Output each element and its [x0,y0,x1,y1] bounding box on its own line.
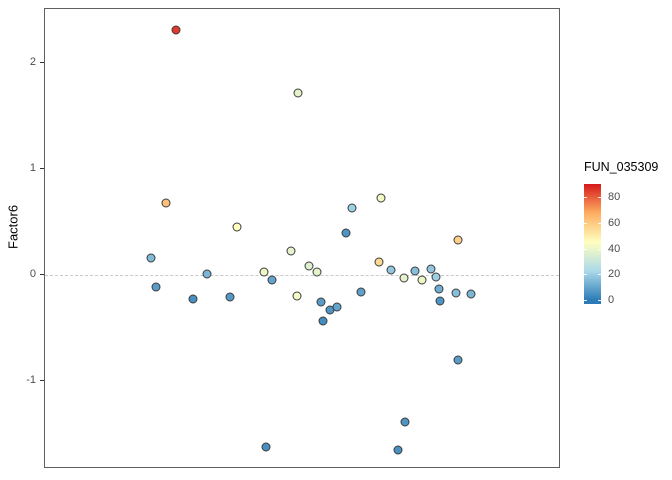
legend-tick-label: 60 [608,216,621,229]
data-point [451,288,461,298]
data-point [426,264,435,274]
data-point [466,289,476,299]
data-point [232,222,242,232]
legend-tick-mark [584,274,587,276]
legend-title: FUN_035309 [584,160,659,174]
data-point [341,228,351,238]
data-point [435,296,445,306]
legend-tick-label: 20 [608,268,621,281]
data-point [434,284,444,294]
legend-tick-mark [584,196,587,198]
y-axis-title: Factor6 [5,204,21,249]
y-tick-mark [40,168,44,170]
data-point [318,316,328,326]
zero-reference-line [45,275,559,277]
data-point [146,253,156,263]
data-point [202,269,212,279]
data-point [393,445,403,455]
data-point [225,292,235,302]
data-point [293,88,303,98]
data-point [312,267,322,277]
legend-tick-mark [598,274,601,276]
data-point [292,291,302,301]
data-point [374,257,384,267]
data-point [386,265,396,275]
data-point [376,193,386,203]
legend-tick-label: 40 [608,242,621,255]
data-point [453,235,463,245]
data-point [304,261,314,271]
legend-tick-mark [598,300,601,302]
data-point [316,297,326,307]
data-point [171,25,181,35]
data-point [431,272,441,282]
y-tick-label: 0 [29,268,36,281]
data-point [410,266,420,276]
data-point [151,282,160,292]
legend-tick-mark [598,222,601,224]
data-point [347,203,357,213]
data-point [267,275,277,285]
y-tick-label: 2 [29,56,36,69]
legend-tick-mark [598,196,601,198]
y-tick-label: 1 [29,162,36,175]
legend-tick-mark [584,222,587,224]
data-point [356,287,366,297]
legend-tick-mark [584,300,587,302]
legend-tick-label: 0 [608,294,615,307]
legend-gradient-bar [584,184,601,304]
y-tick-mark [40,62,44,64]
data-point [161,198,171,208]
plot-panel [44,8,560,468]
legend-bar-wrap: 80 60 40 20 0 [584,184,670,307]
data-point [286,246,296,256]
data-point [399,273,409,283]
data-point [417,275,427,285]
y-tick-mark [40,274,44,276]
data-point [332,302,342,312]
legend-tick-mark [584,248,587,250]
data-point [261,442,271,452]
data-point [259,267,269,277]
y-tick-label: -1 [26,374,36,387]
data-point [453,355,463,365]
color-legend: FUN_035309 80 60 40 20 0 [584,160,670,307]
y-tick-mark [40,380,44,382]
legend-tick-label: 80 [608,190,621,203]
data-point [188,294,198,304]
data-point [400,417,410,427]
legend-tick-mark [598,248,601,250]
